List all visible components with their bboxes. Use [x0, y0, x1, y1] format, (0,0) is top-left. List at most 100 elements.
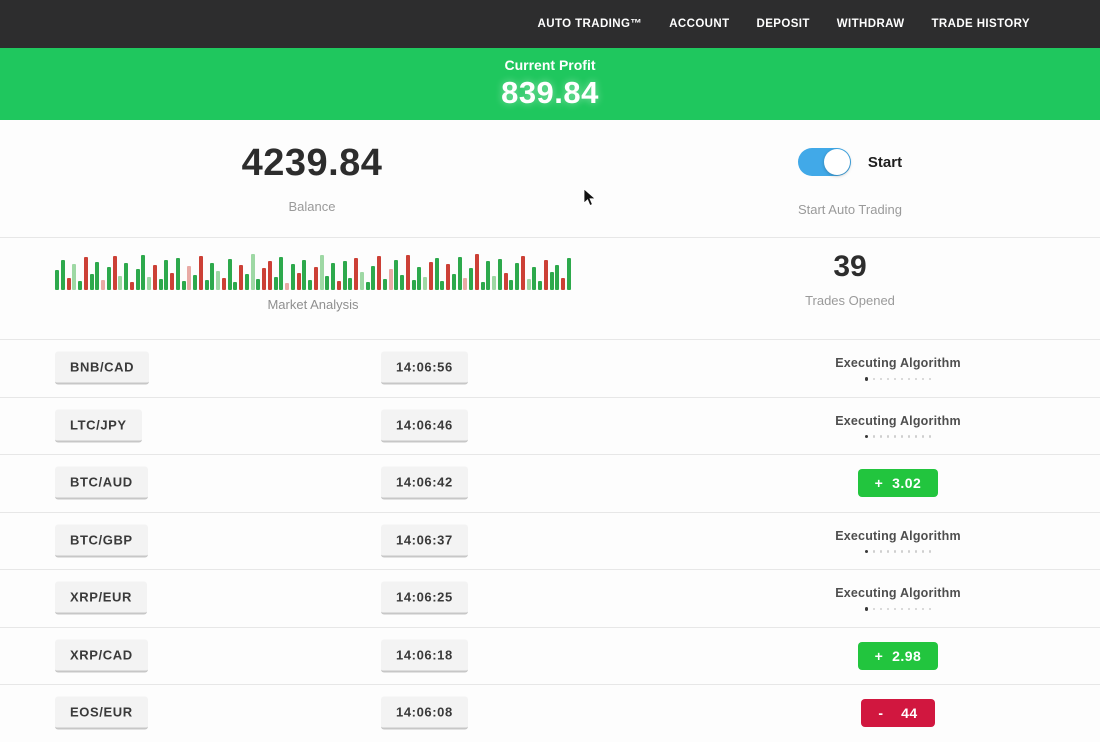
trade-row: EOS/EUR 14:06:08 - 44	[0, 685, 1100, 742]
pair-badge[interactable]: BTC/GBP	[55, 524, 148, 558]
nav-item-account[interactable]: ACCOUNT	[669, 18, 730, 30]
nav-item-trade-history[interactable]: TRADE HISTORY	[931, 18, 1030, 30]
toggle-sub-label: Start Auto Trading	[797, 202, 903, 217]
market-bar	[210, 263, 215, 290]
market-bar	[290, 264, 295, 290]
market-bar	[474, 254, 479, 290]
market-bar	[193, 275, 197, 290]
market-bar	[325, 276, 330, 290]
market-bar	[233, 282, 238, 290]
market-bar	[141, 255, 146, 290]
pair-badge[interactable]: LTC/JPY	[55, 409, 142, 443]
market-bar	[256, 279, 261, 290]
trade-time-badge[interactable]: 14:06:42	[381, 466, 468, 500]
market-bar	[170, 273, 174, 290]
market-bar	[129, 282, 134, 290]
market-bar	[124, 263, 128, 290]
current-profit-value: 839.84	[501, 75, 599, 110]
executing-algorithm-label: Executing Algorithm	[835, 356, 961, 370]
market-bar	[400, 275, 404, 290]
market-bar	[239, 265, 243, 290]
trade-time-badge[interactable]: 14:06:25	[381, 581, 468, 615]
market-bar	[417, 267, 422, 290]
market-bar	[72, 264, 77, 290]
market-bar	[382, 279, 387, 290]
pair-badge[interactable]: XRP/CAD	[55, 639, 148, 673]
market-bar	[411, 280, 416, 290]
pair-badge[interactable]: XRP/EUR	[55, 581, 147, 615]
trades-opened-block: 39 Trades Opened	[755, 250, 945, 308]
market-bar	[60, 260, 65, 290]
nav-item-deposit[interactable]: DEPOSIT	[756, 18, 810, 30]
current-profit-label: Current Profit	[504, 57, 596, 73]
market-bar	[394, 260, 399, 290]
market-bar	[555, 265, 560, 290]
nav-item-withdraw[interactable]: WITHDRAW	[836, 18, 905, 30]
market-bar	[262, 268, 266, 290]
market-bar	[434, 258, 439, 290]
auto-trading-toggle[interactable]	[797, 148, 851, 176]
market-bar	[515, 263, 519, 290]
loader-dots-icon	[864, 607, 932, 611]
current-profit-banner: Current Profit 839.84	[0, 48, 1100, 120]
trade-row: BNB/CAD 14:06:56 Executing Algorithm	[0, 340, 1100, 398]
trade-time-badge[interactable]: 14:06:08	[381, 696, 468, 730]
market-bar	[486, 261, 491, 290]
market-bar	[164, 260, 169, 290]
top-navbar: AUTO TRADING™ ACCOUNT DEPOSIT WITHDRAW TRADE…	[0, 0, 1100, 48]
market-bar	[204, 280, 209, 290]
market-bar	[227, 259, 232, 290]
trade-time-badge[interactable]: 14:06:37	[381, 524, 468, 558]
market-bar	[250, 254, 255, 290]
trade-status: Executing Algorithm	[788, 513, 1008, 570]
market-bar	[181, 281, 186, 290]
trade-row: BTC/GBP 14:06:37 Executing Algorithm	[0, 512, 1100, 570]
market-bar	[198, 256, 203, 290]
market-bar	[388, 269, 393, 290]
balance-value: 4239.84	[241, 142, 383, 184]
pair-badge[interactable]: EOS/EUR	[55, 696, 148, 730]
trades-opened-label: Trades Opened	[805, 293, 895, 308]
trade-time-badge[interactable]: 14:06:46	[381, 409, 468, 443]
trade-time-badge[interactable]: 14:06:18	[381, 639, 468, 673]
market-bar	[101, 280, 105, 290]
profit-badge: + 2.98	[857, 641, 939, 670]
divider	[0, 339, 1100, 340]
auto-trading-toggle-block: Start Start Auto Trading	[755, 148, 945, 217]
loader-dots-icon	[864, 434, 932, 438]
market-bar	[279, 257, 284, 290]
market-analysis-label: Market Analysis	[267, 297, 359, 312]
trade-time-badge[interactable]: 14:06:56	[381, 351, 468, 385]
trade-row: XRP/CAD 14:06:18 + 2.98	[0, 627, 1100, 685]
trade-status: + 2.98	[788, 628, 1008, 685]
trades-opened-value: 39	[833, 250, 867, 283]
loss-badge: - 44	[861, 699, 935, 728]
market-bar	[285, 283, 289, 290]
toggle-label: Start	[867, 153, 903, 171]
pair-badge[interactable]: BNB/CAD	[55, 351, 150, 385]
market-bar	[497, 259, 502, 290]
market-bar	[147, 277, 151, 290]
market-analysis-chart	[55, 252, 571, 290]
market-bar	[308, 280, 312, 290]
market-bar	[561, 278, 565, 290]
profit-badge: + 3.02	[857, 469, 939, 498]
trade-row: BTC/AUD 14:06:42 + 3.02	[0, 455, 1100, 513]
nav-item-auto-trading[interactable]: AUTO TRADING™	[537, 18, 643, 30]
market-bar	[503, 273, 508, 290]
market-bar	[543, 260, 548, 290]
market-bar	[152, 265, 157, 290]
trade-status: + 3.02	[788, 455, 1008, 512]
market-bar	[520, 256, 525, 290]
market-bar	[359, 272, 364, 290]
market-bar	[95, 262, 100, 290]
market-analysis-block: Market Analysis	[55, 252, 571, 312]
market-bar	[112, 256, 117, 290]
stats-section: 4239.84 Balance Start Start Auto Trading…	[0, 120, 1100, 340]
pair-badge[interactable]: BTC/AUD	[55, 466, 148, 500]
market-bar	[336, 281, 341, 290]
market-bar	[187, 266, 192, 290]
trade-status: Executing Algorithm	[788, 398, 1008, 455]
loader-dots-icon	[864, 549, 932, 553]
market-bar	[296, 273, 301, 290]
